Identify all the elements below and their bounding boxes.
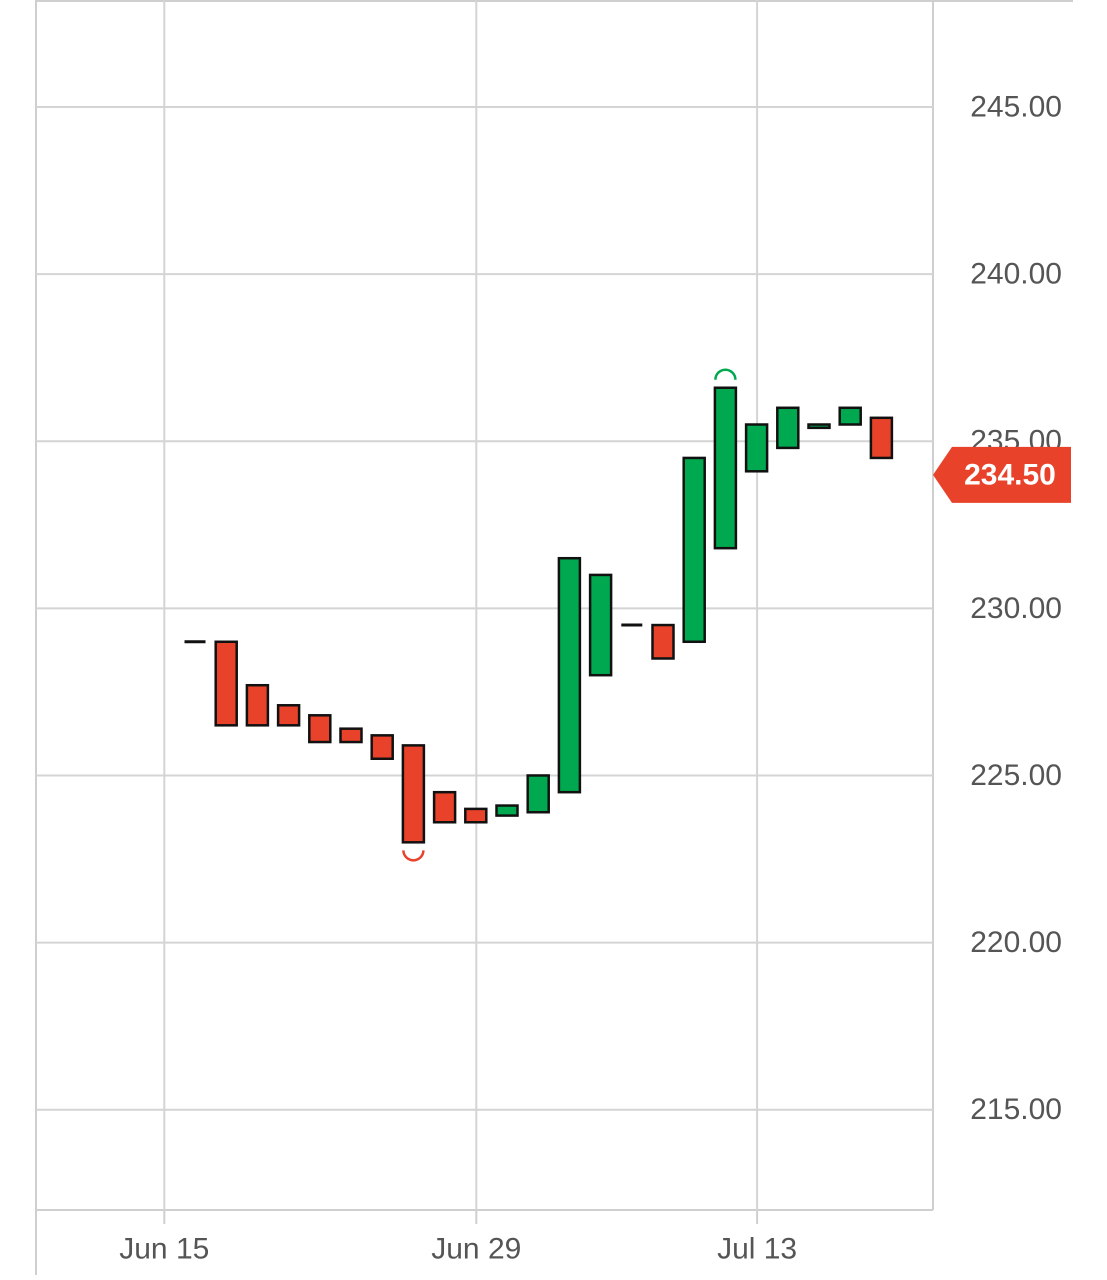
candle	[245, 683, 270, 727]
y-tick-label: 240.00	[970, 258, 1062, 291]
candle	[838, 406, 862, 426]
low-marker	[402, 850, 425, 862]
last-price-label: 234.50	[964, 458, 1056, 491]
grid-lines	[35, 0, 1073, 1275]
candle	[339, 727, 363, 744]
candle	[713, 386, 738, 550]
y-tick-label: 245.00	[970, 90, 1062, 123]
candles	[184, 386, 894, 844]
extreme-markers	[402, 368, 737, 862]
candle	[744, 423, 769, 473]
y-tick-label: 220.00	[970, 926, 1062, 959]
last-price-tag: 234.50	[933, 446, 1071, 503]
candle	[214, 640, 238, 727]
y-axis-tick-labels: 215.00220.00225.00230.00235.00240.00245.…	[970, 90, 1062, 1126]
x-axis-tick-labels: Jun 15 Jun 29 Jul 13	[119, 1233, 797, 1266]
last-price-tag-background	[933, 446, 1071, 503]
x-tick-label: Jun 15	[119, 1233, 209, 1266]
candle	[276, 704, 301, 727]
high-marker	[714, 368, 737, 380]
y-tick-label: 215.00	[970, 1093, 1062, 1126]
candle	[651, 623, 675, 660]
candle	[776, 406, 800, 450]
candle	[588, 573, 613, 677]
candle	[464, 807, 488, 824]
x-tick-label: Jul 13	[717, 1233, 797, 1266]
candle	[557, 556, 582, 794]
y-tick-label: 230.00	[970, 592, 1062, 625]
candle	[432, 790, 457, 824]
candle	[869, 416, 894, 460]
candle	[401, 744, 426, 844]
x-tick-label: Jun 29	[431, 1233, 521, 1266]
candle	[807, 423, 831, 430]
candle	[526, 774, 550, 814]
y-tick-label: 225.00	[970, 759, 1062, 792]
candle	[308, 714, 332, 744]
candle	[370, 734, 394, 761]
candle	[682, 456, 706, 644]
candle	[495, 804, 519, 817]
